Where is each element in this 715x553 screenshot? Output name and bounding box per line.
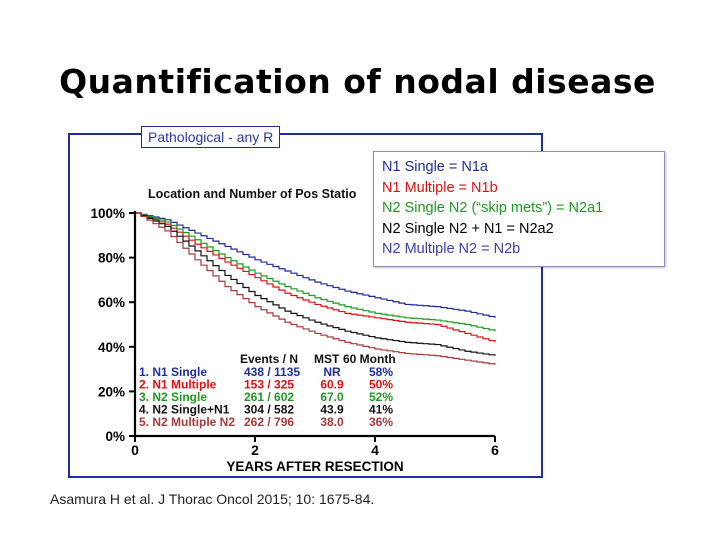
series-line-4 (135, 212, 496, 356)
x-tick-label: 2 (251, 442, 259, 458)
table-row-60month: 50% (369, 378, 393, 392)
table-row-mst: NR (323, 365, 341, 379)
table-row-60month: 41% (369, 403, 393, 417)
series-line-1 (135, 212, 496, 318)
x-tick-label: 6 (491, 442, 499, 458)
table-row-60month: 58% (369, 365, 393, 379)
table-row-events: 262 / 796 (244, 415, 294, 429)
legend-box: N1 Single = N1a N1 Multiple = N1b N2 Singl… (373, 151, 665, 267)
table-row-events: 438 / 1135 (244, 365, 300, 379)
series-line-5 (135, 212, 496, 365)
y-tick-label: 40% (98, 340, 125, 355)
y-tick-label: 20% (98, 384, 125, 399)
table-row-mst: 67.0 (320, 390, 344, 404)
series-line-2 (135, 212, 496, 343)
table-row-label: 4. N2 Single+N1 (139, 403, 230, 417)
legend-line: N2 Single N2 + N1 = N2a2 (382, 220, 554, 237)
legend-line: N2 Multiple N2 = N2b (382, 241, 521, 257)
x-axis-label: YEARS AFTER RESECTION (226, 459, 403, 474)
table-row-label: 1. N1 Single (139, 365, 207, 379)
table-row-events: 153 / 325 (244, 378, 294, 392)
x-tick-label: 0 (131, 442, 139, 458)
figure-frame (68, 133, 543, 478)
y-tick-label: 80% (98, 251, 125, 266)
table-header-events: Events / N (240, 352, 298, 366)
table-header-mst: MST (314, 352, 340, 366)
table-row-60month: 36% (369, 415, 393, 429)
table-row-events: 304 / 582 (244, 403, 294, 417)
series-line-3 (135, 212, 496, 332)
table-row-label: 3. N2 Single (139, 390, 207, 404)
citation: Asamura H et al. J Thorac Oncol 2015; 10… (50, 491, 375, 507)
table-row-mst: 60.9 (320, 378, 344, 392)
x-tick-label: 4 (371, 442, 379, 458)
chart-title: Location and Number of Pos Statio (148, 187, 357, 201)
table-row-label: 2. N1 Multiple (139, 378, 217, 392)
table-row-mst: 43.9 (320, 403, 344, 417)
y-tick-label: 60% (98, 295, 125, 310)
slide-title: Quantification of nodal disease (59, 62, 656, 101)
pathological-tag: Pathological - any R (141, 126, 281, 148)
table-row-label: 5. N2 Multiple N2 (139, 415, 235, 429)
legend-line: N1 Multiple = N1b (382, 179, 498, 196)
y-tick-label: 100% (90, 206, 125, 221)
legend-line: N2 Single N2 (“skip mets”) = N2a1 (382, 200, 604, 216)
table-row-events: 261 / 602 (244, 390, 294, 404)
legend-line: N1 Single = N1a (382, 159, 488, 175)
table-row-mst: 38.0 (320, 415, 344, 429)
table-row-60month: 52% (369, 390, 393, 404)
table-header-60month: 60 Month (343, 352, 396, 366)
y-tick-label: 0% (105, 429, 125, 444)
